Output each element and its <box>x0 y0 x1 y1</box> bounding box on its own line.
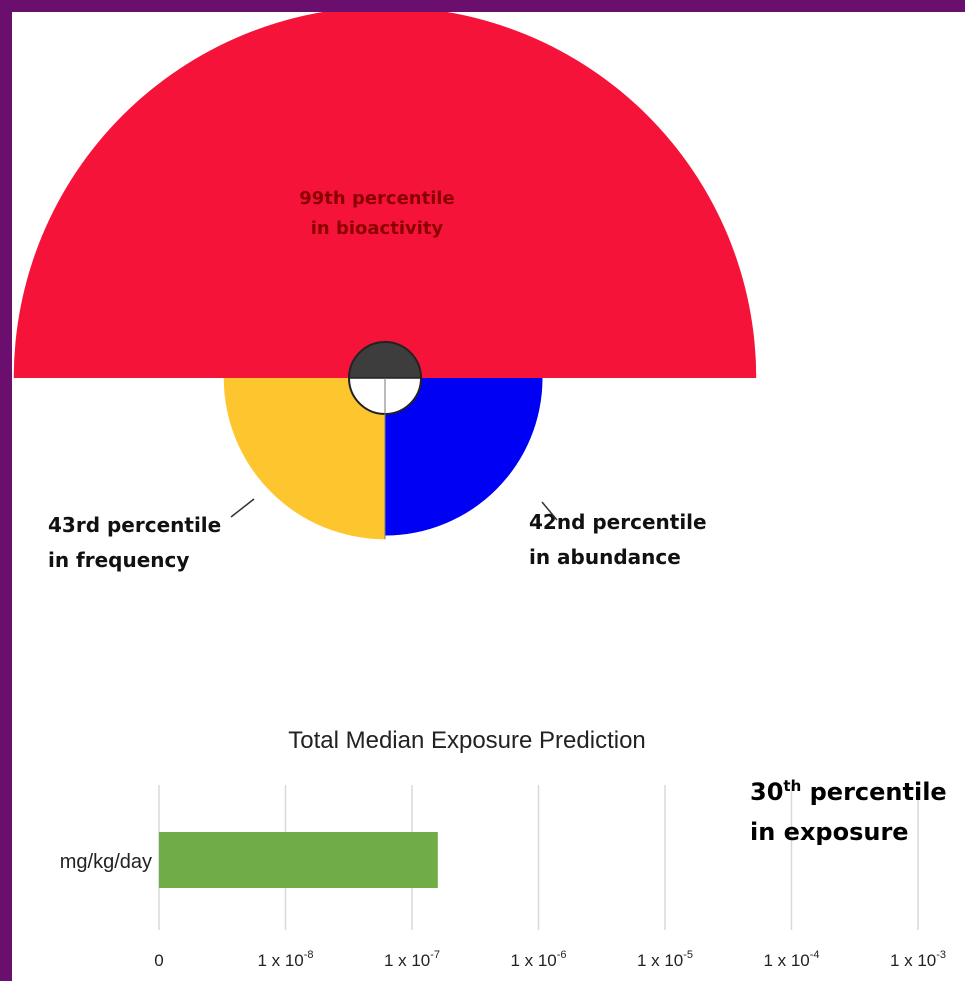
category-label-0: mg/kg/day <box>60 851 152 873</box>
slice-label-bioactivity-line2: in bioactivity <box>311 218 444 239</box>
exposure-annotation-number: 30 <box>750 778 783 806</box>
x-tick-exp-3: -6 <box>557 949 567 961</box>
chart-svg: 99th percentile in bioactivity 43rd percen… <box>13 12 947 970</box>
slice-label-frequency-line2: in frequency <box>48 548 189 572</box>
x-tick-base-5: 1 x 10 <box>763 951 809 970</box>
x-tick-base-4: 1 x 10 <box>637 951 683 970</box>
leader-line-frequency <box>230 498 255 518</box>
exposure-annotation-line1: 30th percentile <box>750 777 947 806</box>
x-tick-base-1: 1 x 10 <box>257 951 303 970</box>
slice-abundance <box>385 378 543 536</box>
x-tick-label-5: 1 x 10-4 <box>763 949 819 970</box>
slice-label-abundance-line1: 42nd percentile <box>529 510 707 534</box>
x-tick-base-0: 0 <box>154 951 163 970</box>
bar-0 <box>159 832 438 888</box>
x-tick-label-1: 1 x 10-8 <box>257 949 313 970</box>
exposure-annotation-rest: percentile <box>801 778 946 806</box>
x-tick-label-6: 1 x 10-3 <box>890 949 946 970</box>
exposure-annotation-suffix: th <box>783 777 801 795</box>
x-tick-exp-6: -3 <box>936 949 946 961</box>
bar-chart-title: Total Median Exposure Prediction <box>288 727 646 754</box>
slice-label-bioactivity-line1: 99th percentile <box>299 188 455 209</box>
x-tick-label-4: 1 x 10-5 <box>637 949 693 970</box>
exposure-annotation-line2: in exposure <box>750 818 909 846</box>
x-tick-exp-1: -8 <box>304 949 314 961</box>
slice-bioactivity <box>13 12 757 378</box>
slice-label-frequency-line1: 43rd percentile <box>48 513 221 537</box>
slice-label-abundance-line2: in abundance <box>529 545 681 569</box>
hub-top <box>349 342 421 378</box>
x-tick-base-2: 1 x 10 <box>384 951 430 970</box>
x-tick-exp-5: -4 <box>810 949 820 961</box>
x-tick-label-3: 1 x 10-6 <box>510 949 566 970</box>
x-tick-label-0: 0 <box>154 951 163 970</box>
chart-canvas: 99th percentile in bioactivity 43rd percen… <box>12 12 965 981</box>
x-tick-base-6: 1 x 10 <box>890 951 936 970</box>
x-tick-label-2: 1 x 10-7 <box>384 949 440 970</box>
leader-line-abundance <box>541 501 558 521</box>
x-tick-base-3: 1 x 10 <box>510 951 556 970</box>
x-tick-exp-4: -5 <box>683 949 693 961</box>
slice-frequency <box>223 378 385 540</box>
x-tick-exp-2: -7 <box>430 949 440 961</box>
